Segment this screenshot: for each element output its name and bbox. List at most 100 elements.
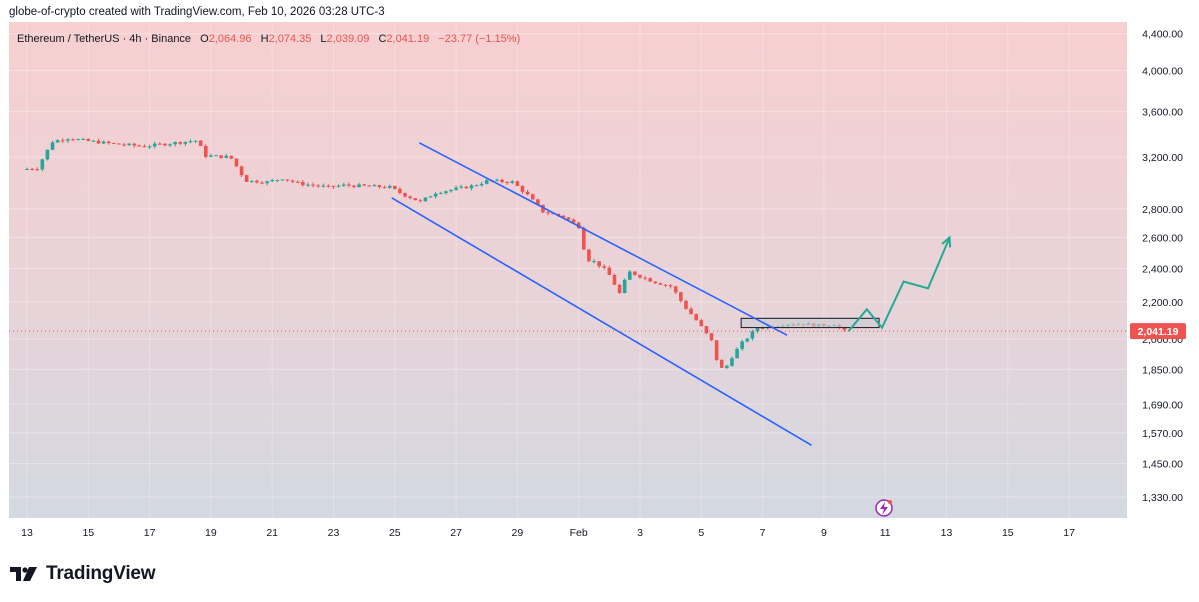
symbol-label: Ethereum / TetherUS · 4h · Binance (17, 33, 191, 45)
candle-body (336, 185, 341, 187)
time-axis: 13 15 17 19 21 23 25 27 29 Feb 3 5 7 9 11 13 15 17 (21, 527, 1075, 539)
candle-body (638, 274, 642, 278)
candle-body (239, 166, 244, 176)
candle-body (387, 185, 392, 188)
candle (372, 183, 377, 187)
candle (398, 186, 402, 195)
candle-body (725, 365, 729, 368)
candle-body (173, 142, 177, 145)
candle (173, 141, 177, 147)
candle (147, 144, 152, 150)
candle (158, 142, 162, 146)
candle-body (306, 184, 310, 186)
candle-body (709, 333, 714, 341)
candle (101, 140, 106, 145)
candle-body (679, 292, 683, 301)
candle-body (30, 168, 34, 170)
candle (413, 198, 418, 201)
low-value: 2,039.09 (327, 33, 370, 45)
candle-body (60, 140, 65, 142)
candle-body (50, 142, 55, 150)
candle-body (382, 187, 387, 189)
time-tick-label: 3 (637, 527, 643, 539)
candle-body (474, 185, 479, 187)
candle (331, 185, 336, 190)
candle-body (643, 277, 647, 279)
candle (750, 329, 755, 341)
candle (163, 143, 167, 147)
candle (275, 179, 280, 183)
candle-body (193, 140, 198, 142)
candle-body (331, 185, 336, 187)
candle-body (311, 184, 315, 186)
candle (387, 184, 392, 189)
candle-body (587, 249, 591, 262)
candle (668, 284, 673, 289)
candle-body (484, 180, 489, 184)
candle-body (285, 179, 290, 181)
candle-body (668, 285, 673, 287)
candle-body (132, 143, 137, 146)
candle (137, 144, 142, 147)
candle (459, 184, 464, 189)
candle (423, 197, 428, 203)
candle-body (459, 186, 464, 188)
time-tick-label: 13 (941, 527, 953, 539)
candle-body (219, 155, 223, 158)
candle (735, 347, 739, 359)
candle (673, 285, 678, 295)
candle (112, 142, 116, 145)
candle-body (137, 145, 142, 147)
candle (290, 179, 295, 184)
last-price-tag: 2,041.19 (1130, 323, 1186, 340)
candle-body (45, 149, 50, 160)
candle-body (745, 338, 750, 342)
candle-body (760, 327, 765, 329)
time-tick-label: 13 (21, 527, 33, 539)
candle (725, 364, 729, 370)
candle-body (398, 188, 402, 193)
candle-body (571, 219, 576, 223)
price-tick-label: 1,690.00 (1142, 399, 1183, 411)
candle (285, 179, 290, 182)
last-price-label: 2,041.19 (1138, 326, 1179, 338)
candle-body (433, 193, 438, 197)
candle (122, 142, 126, 147)
chart-area[interactable]: 4,400.00 4,000.00 3,600.00 3,200.00 2,800.00… (9, 22, 1190, 546)
candle-body (71, 139, 75, 141)
channel-upper-line (418, 142, 788, 336)
candle-body (612, 275, 617, 285)
candle (106, 140, 111, 145)
price-tick-label: 2,600.00 (1142, 232, 1183, 244)
candle (265, 180, 269, 186)
candle-body (653, 281, 658, 284)
candle (219, 155, 223, 160)
candle (633, 271, 637, 276)
candle (55, 139, 60, 143)
candle-body (750, 331, 755, 339)
candle-body (234, 158, 239, 167)
candle-body (117, 143, 121, 145)
candle-body (183, 141, 188, 144)
candle-body (704, 326, 709, 334)
candle-body (244, 175, 249, 182)
candle-body (270, 180, 274, 182)
channel-lower-line (391, 197, 813, 446)
candle-body (326, 185, 331, 187)
low-label: L (320, 33, 326, 45)
candle-body (449, 189, 453, 192)
candle-body (91, 140, 96, 142)
candle-body (658, 283, 663, 285)
candle (505, 181, 509, 185)
candle-body (152, 143, 157, 147)
candle (571, 218, 576, 223)
candle-body (301, 182, 305, 186)
candle (35, 167, 40, 171)
candle-body (372, 185, 377, 187)
lightning-icon[interactable] (875, 499, 893, 517)
time-tick-label: Feb (570, 527, 588, 539)
candle (377, 184, 382, 189)
candle (224, 153, 229, 159)
candle-body (76, 139, 80, 141)
candle (152, 141, 157, 149)
